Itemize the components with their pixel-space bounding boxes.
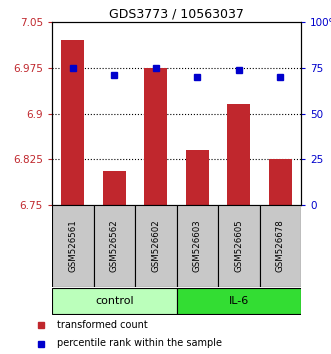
Bar (227, 104, 250, 205)
Text: control: control (95, 296, 134, 306)
Bar (176, 205, 218, 287)
Bar (52, 287, 176, 314)
Text: GSM526605: GSM526605 (234, 219, 243, 272)
Bar (269, 159, 292, 205)
Bar (260, 205, 301, 287)
Bar (103, 171, 126, 205)
Text: GSM526602: GSM526602 (151, 219, 160, 272)
Text: percentile rank within the sample: percentile rank within the sample (57, 338, 222, 348)
Text: GSM526562: GSM526562 (110, 219, 119, 272)
Bar (52, 205, 93, 287)
Bar (144, 68, 167, 205)
Bar (176, 287, 301, 314)
Text: GSM526678: GSM526678 (276, 219, 285, 272)
Bar (61, 40, 84, 205)
Text: transformed count: transformed count (57, 320, 147, 330)
Bar (93, 205, 135, 287)
Bar (218, 205, 260, 287)
Text: GSM526561: GSM526561 (68, 219, 77, 272)
Title: GDS3773 / 10563037: GDS3773 / 10563037 (109, 8, 244, 21)
Text: IL-6: IL-6 (229, 296, 249, 306)
Bar (135, 205, 176, 287)
Bar (186, 150, 209, 205)
Text: GSM526603: GSM526603 (193, 219, 202, 272)
